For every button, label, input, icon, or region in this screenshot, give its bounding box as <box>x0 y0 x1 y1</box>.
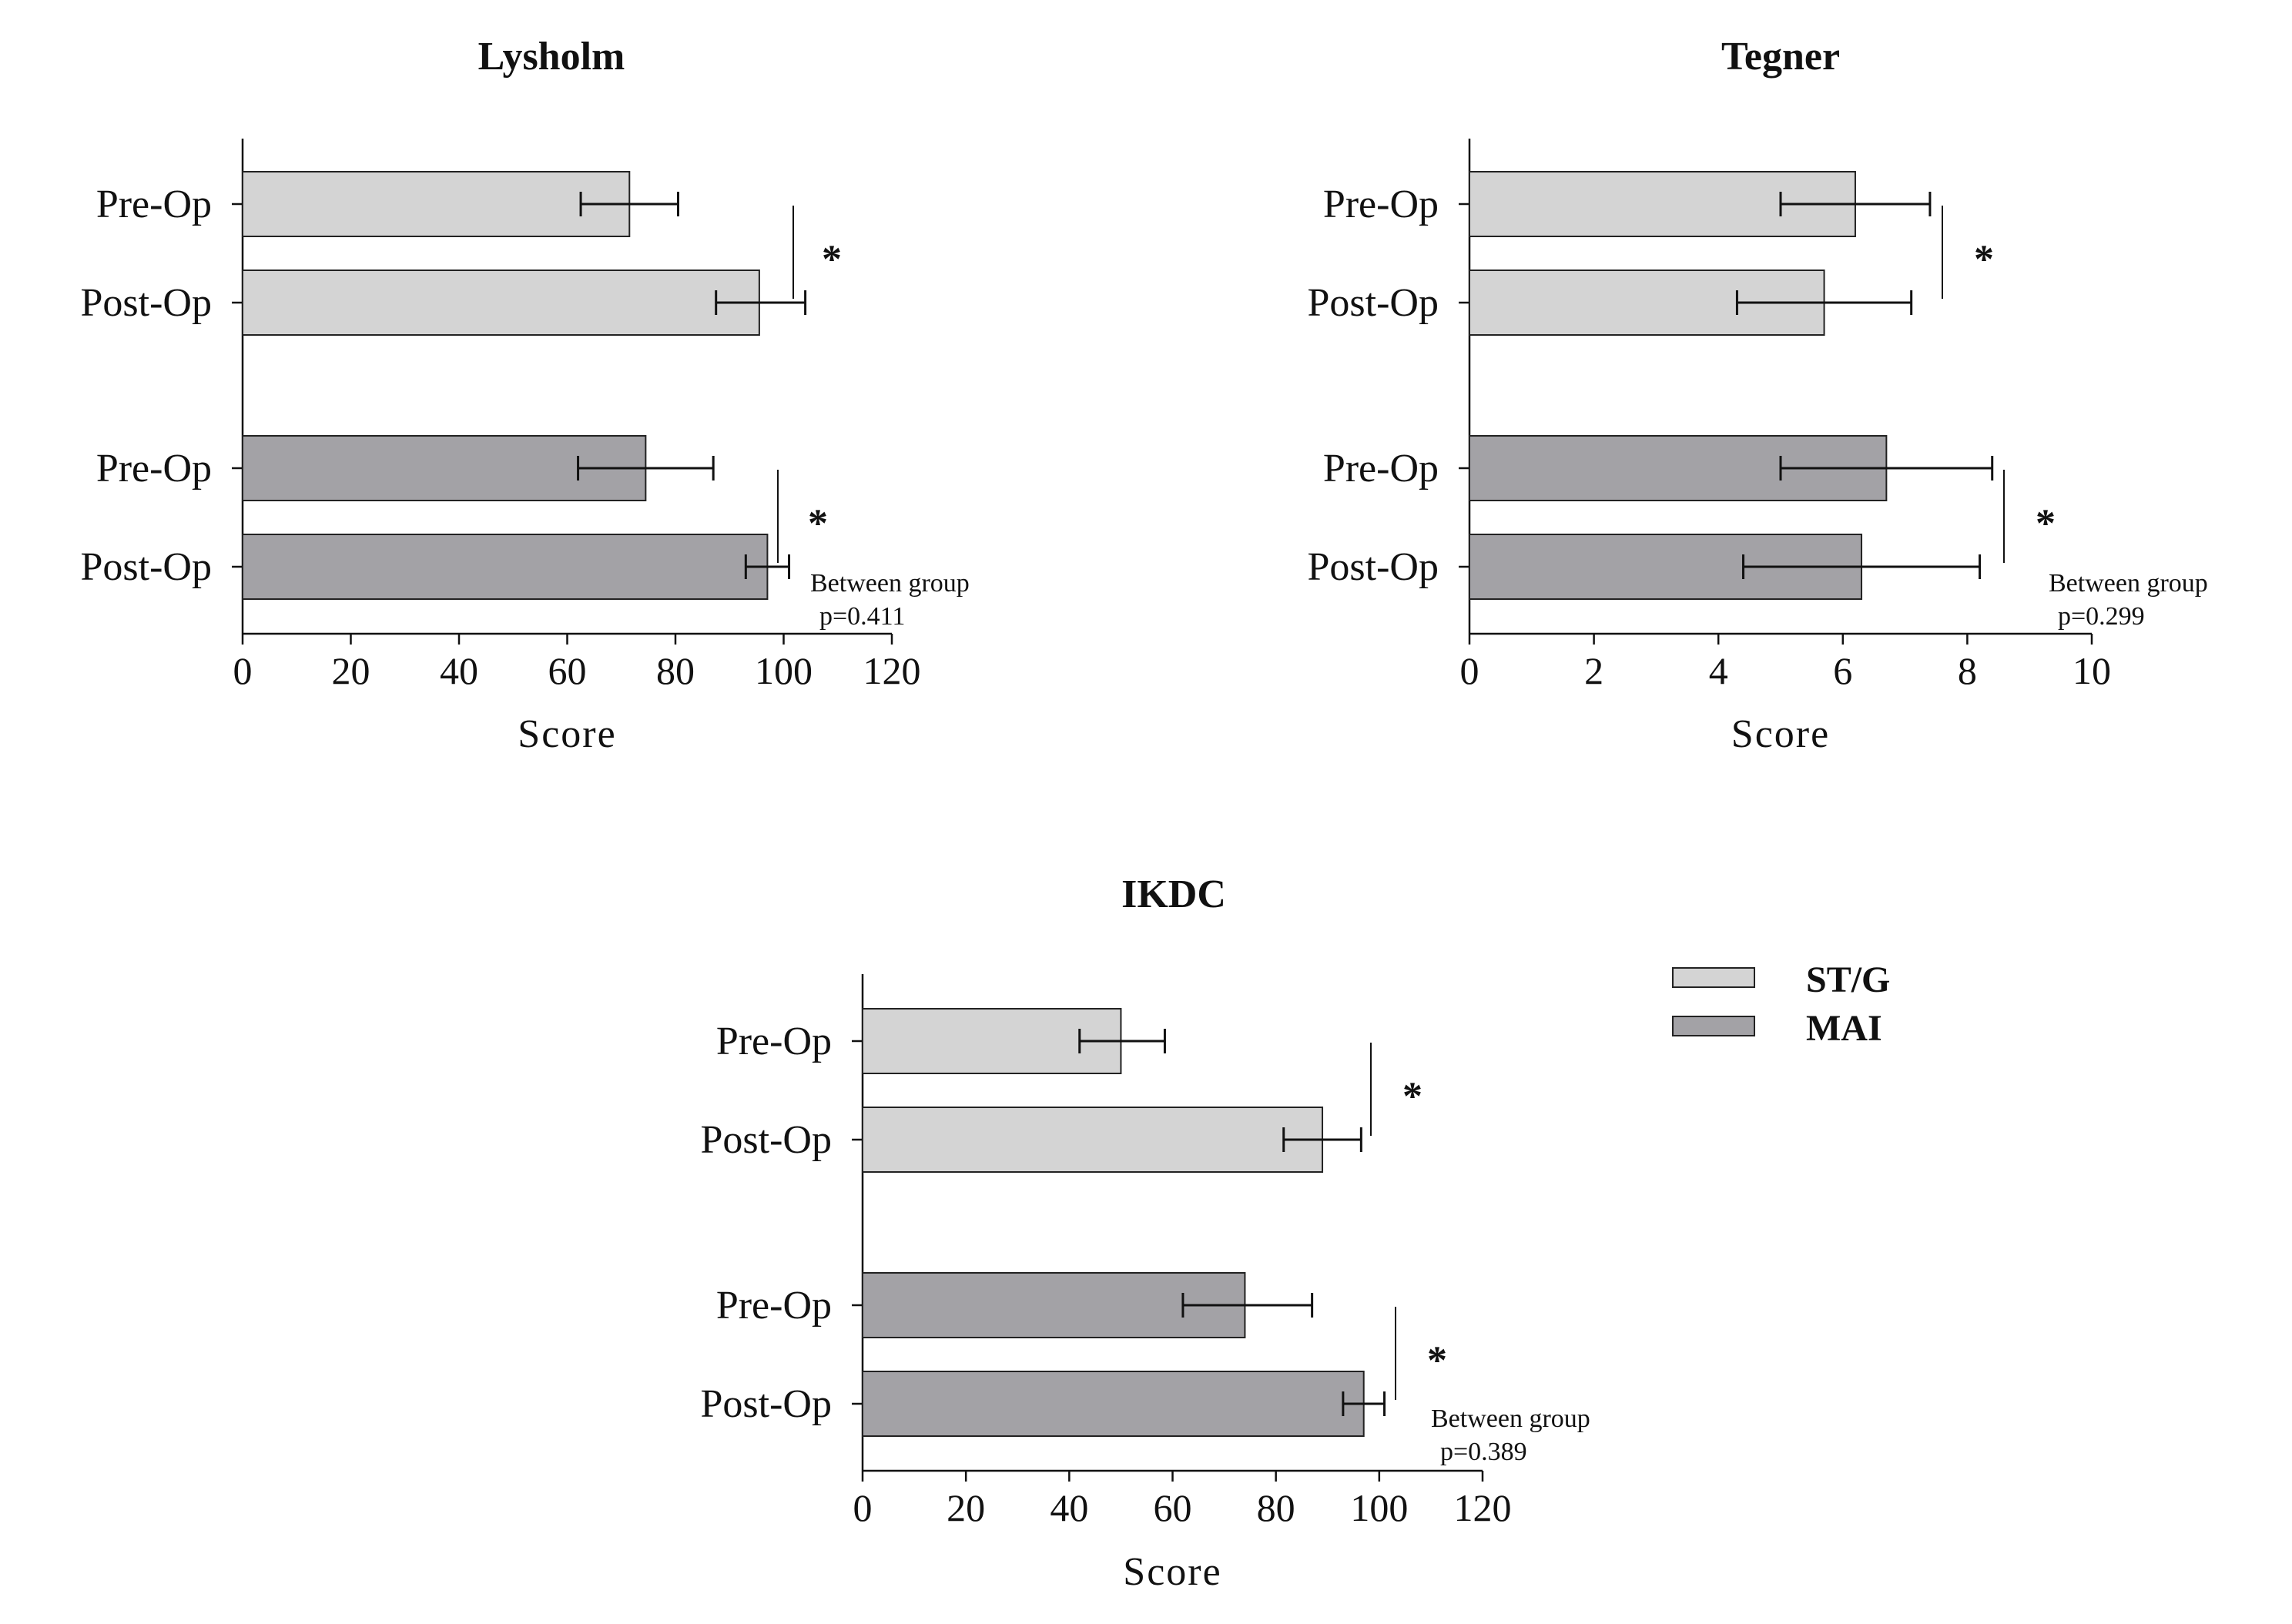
x-axis-label: Score <box>1123 1550 1221 1594</box>
bar <box>242 270 760 336</box>
category-label: Pre-Op <box>716 1284 832 1328</box>
x-tick-label: 120 <box>863 649 921 692</box>
between-group-p-value: p=0.389 <box>1440 1438 1527 1466</box>
x-tick-label: 20 <box>332 649 370 692</box>
x-tick-label: 80 <box>656 649 695 692</box>
bar <box>862 1008 1122 1074</box>
bar <box>862 1371 1365 1437</box>
between-group-p-value: p=0.299 <box>2058 602 2145 631</box>
x-axis-label: Score <box>1731 712 1830 756</box>
legend: ST/G MAI <box>1672 959 1890 1049</box>
x-axis-label: Score <box>518 712 616 756</box>
legend-swatch-stg <box>1672 967 1755 988</box>
category-label: Pre-Op <box>96 447 212 491</box>
x-tick-label: 60 <box>548 649 587 692</box>
category-label: Pre-Op <box>96 182 212 226</box>
x-tick-label: 100 <box>1350 1486 1408 1529</box>
chart-lysholm: Lysholm 0 20 40 60 80 100 120 Score Pre-Op Post-Op… <box>81 35 970 756</box>
significance-star: * <box>822 238 842 282</box>
x-tick-label: 0 <box>233 649 253 692</box>
legend-label-stg: ST/G <box>1806 959 1890 1000</box>
significance-star: * <box>1402 1075 1422 1119</box>
x-tick-label: 40 <box>440 649 478 692</box>
category-label: Post-Op <box>1308 281 1439 325</box>
x-tick-label: 2 <box>1584 649 1603 692</box>
legend-label-mai: MAI <box>1806 1008 1882 1049</box>
category-label: Pre-Op <box>716 1020 832 1063</box>
category-label: Post-Op <box>81 545 212 589</box>
between-group-label: Between group <box>1431 1405 1590 1433</box>
x-tick-label: 0 <box>1460 649 1479 692</box>
x-tick-label: 6 <box>1833 649 1852 692</box>
between-group-p-value: p=0.411 <box>819 602 905 631</box>
between-group-label: Between group <box>2049 569 2208 598</box>
legend-swatch-mai <box>1672 1016 1755 1036</box>
bar <box>242 534 769 600</box>
chart-tegner: Tegner 0 2 4 6 8 10 Score Pre-Op Post-Op Pre-Op Pos… <box>1308 35 2208 756</box>
x-tick-label: 10 <box>2073 649 2111 692</box>
category-label: Post-Op <box>701 1118 832 1162</box>
category-label: Post-Op <box>1308 545 1439 589</box>
category-label: Post-Op <box>701 1382 832 1426</box>
x-tick-label: 4 <box>1709 649 1728 692</box>
between-group-label: Between group <box>810 569 970 598</box>
chart-ikdc: IKDC 0 20 40 60 80 100 120 Score Pre-Op Post-Op Pre… <box>701 872 1590 1594</box>
x-tick-label: 0 <box>853 1486 873 1529</box>
x-tick-label: 80 <box>1257 1486 1295 1529</box>
x-tick-label: 60 <box>1154 1486 1192 1529</box>
bar <box>862 1107 1324 1173</box>
x-tick-label: 100 <box>755 649 813 692</box>
category-label: Post-Op <box>81 281 212 325</box>
category-label: Pre-Op <box>1323 447 1439 491</box>
significance-star: * <box>1974 238 1994 282</box>
category-label: Pre-Op <box>1323 182 1439 226</box>
significance-star: * <box>2036 502 2056 546</box>
bar <box>242 171 631 237</box>
x-tick-label: 40 <box>1050 1486 1088 1529</box>
chart-title: IKDC <box>1121 872 1226 916</box>
x-tick-label: 120 <box>1454 1486 1512 1529</box>
x-tick-label: 20 <box>947 1486 985 1529</box>
x-tick-label: 8 <box>1958 649 1977 692</box>
chart-title: Lysholm <box>478 35 625 79</box>
significance-star: * <box>1427 1339 1447 1383</box>
significance-star: * <box>808 502 828 546</box>
chart-title: Tegner <box>1721 35 1840 79</box>
